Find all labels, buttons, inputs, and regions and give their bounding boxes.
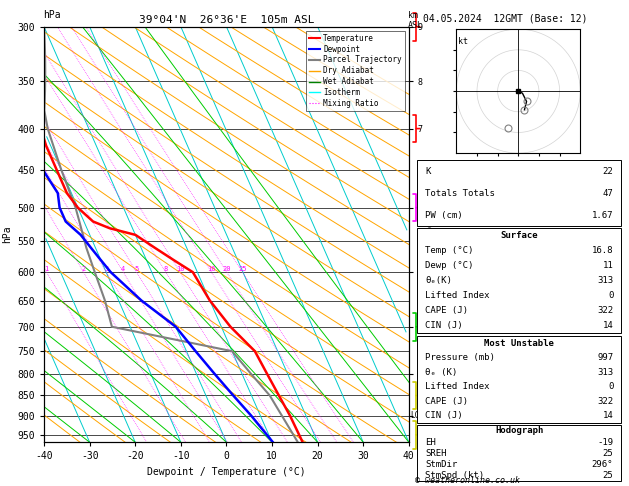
Text: 25: 25 (603, 471, 613, 480)
Text: 11: 11 (603, 261, 613, 270)
Text: 8: 8 (164, 266, 168, 272)
Text: SREH: SREH (425, 449, 447, 458)
Text: 20: 20 (223, 266, 231, 272)
Text: 1: 1 (45, 266, 49, 272)
Text: 997: 997 (597, 353, 613, 363)
Title: 39°04'N  26°36'E  105m ASL: 39°04'N 26°36'E 105m ASL (138, 15, 314, 25)
Text: Temp (°C): Temp (°C) (425, 246, 474, 255)
Text: Lifted Index: Lifted Index (425, 291, 490, 300)
Text: EH: EH (425, 437, 436, 447)
Text: 25: 25 (603, 449, 613, 458)
Text: 296°: 296° (592, 460, 613, 469)
Text: 5: 5 (135, 266, 139, 272)
Text: CAPE (J): CAPE (J) (425, 397, 468, 406)
Text: 16.8: 16.8 (592, 246, 613, 255)
Text: km: km (408, 11, 418, 20)
Text: CIN (J): CIN (J) (425, 411, 463, 420)
Text: Lifted Index: Lifted Index (425, 382, 490, 391)
Text: 322: 322 (597, 397, 613, 406)
Text: 04.05.2024  12GMT (Base: 12): 04.05.2024 12GMT (Base: 12) (423, 14, 587, 24)
Text: kt: kt (459, 37, 469, 47)
Text: 47: 47 (603, 189, 613, 198)
Text: StmDir: StmDir (425, 460, 457, 469)
Text: Hodograph: Hodograph (495, 426, 543, 435)
Text: 16: 16 (207, 266, 216, 272)
Text: LCL: LCL (410, 411, 424, 420)
Text: CAPE (J): CAPE (J) (425, 306, 468, 315)
Text: CIN (J): CIN (J) (425, 321, 463, 330)
Text: 14: 14 (603, 411, 613, 420)
Text: 0: 0 (608, 291, 613, 300)
Text: 25: 25 (238, 266, 247, 272)
Text: 10: 10 (176, 266, 184, 272)
Text: Totals Totals: Totals Totals (425, 189, 495, 198)
Text: 0: 0 (608, 382, 613, 391)
Y-axis label: Mixing Ratio (g/kg): Mixing Ratio (g/kg) (426, 187, 435, 282)
Text: Pressure (mb): Pressure (mb) (425, 353, 495, 363)
Text: K: K (425, 167, 431, 176)
Text: -19: -19 (597, 437, 613, 447)
Y-axis label: hPa: hPa (2, 226, 12, 243)
Text: 4: 4 (121, 266, 125, 272)
Text: Dewp (°C): Dewp (°C) (425, 261, 474, 270)
Text: 1.67: 1.67 (592, 210, 613, 220)
Text: StmSpd (kt): StmSpd (kt) (425, 471, 484, 480)
Text: θₑ (K): θₑ (K) (425, 368, 457, 377)
Text: Most Unstable: Most Unstable (484, 339, 554, 348)
Text: θₑ(K): θₑ(K) (425, 276, 452, 285)
Text: 313: 313 (597, 368, 613, 377)
Text: ASL: ASL (408, 21, 423, 30)
Text: hPa: hPa (43, 10, 60, 20)
Legend: Temperature, Dewpoint, Parcel Trajectory, Dry Adiabat, Wet Adiabat, Isotherm, Mi: Temperature, Dewpoint, Parcel Trajectory… (306, 31, 405, 111)
Text: 2: 2 (81, 266, 86, 272)
X-axis label: Dewpoint / Temperature (°C): Dewpoint / Temperature (°C) (147, 467, 306, 477)
Text: 313: 313 (597, 276, 613, 285)
Text: 322: 322 (597, 306, 613, 315)
Text: 3: 3 (104, 266, 109, 272)
Text: 22: 22 (603, 167, 613, 176)
Text: © weatheronline.co.uk: © weatheronline.co.uk (415, 476, 520, 485)
Text: Surface: Surface (501, 231, 538, 241)
Text: 14: 14 (603, 321, 613, 330)
Text: PW (cm): PW (cm) (425, 210, 463, 220)
